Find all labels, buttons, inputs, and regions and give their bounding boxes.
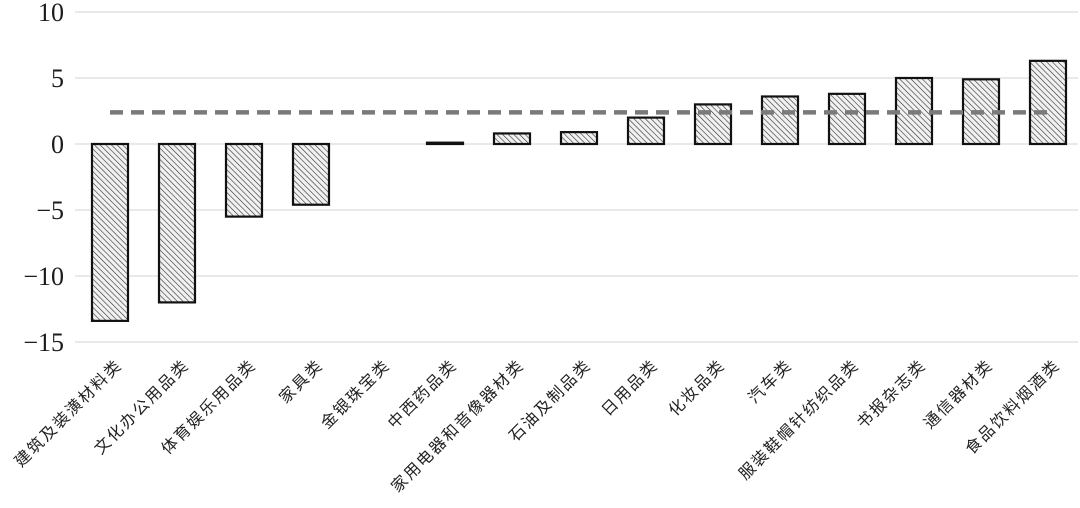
y-tick-label: −5 [36, 196, 64, 225]
bar [827, 92, 867, 146]
y-tick-label: 0 [51, 130, 64, 159]
bar [291, 142, 331, 206]
bar [90, 142, 130, 322]
bar [157, 142, 197, 304]
y-tick-label: 5 [51, 64, 64, 93]
x-axis-label: 家用电器和音像器材类 [388, 356, 528, 496]
x-axis-label: 中西药品类 [384, 356, 460, 432]
x-axis-label: 通信器材类 [920, 356, 996, 432]
x-axis-label: 金银珠宝类 [317, 356, 393, 432]
bar [224, 142, 264, 218]
bar [425, 141, 465, 146]
x-axis-label: 化妆品类 [665, 356, 729, 420]
bar [626, 116, 666, 146]
x-axis-label: 书报杂志类 [853, 356, 929, 432]
x-axis-label: 汽车类 [745, 356, 796, 407]
x-axis-label: 服装鞋帽针纺织品类 [736, 356, 863, 483]
y-tick-label: −10 [23, 262, 64, 291]
y-tick-label: 10 [38, 0, 64, 27]
x-axis-label: 日用品类 [598, 356, 662, 420]
bar [559, 131, 599, 146]
bar [760, 95, 800, 146]
bar [1028, 59, 1068, 146]
x-axis-label: 家具类 [276, 356, 327, 407]
bar [492, 132, 532, 146]
y-tick-label: −15 [23, 328, 64, 357]
x-axis-label: 建筑及装潢材料类 [11, 356, 126, 471]
